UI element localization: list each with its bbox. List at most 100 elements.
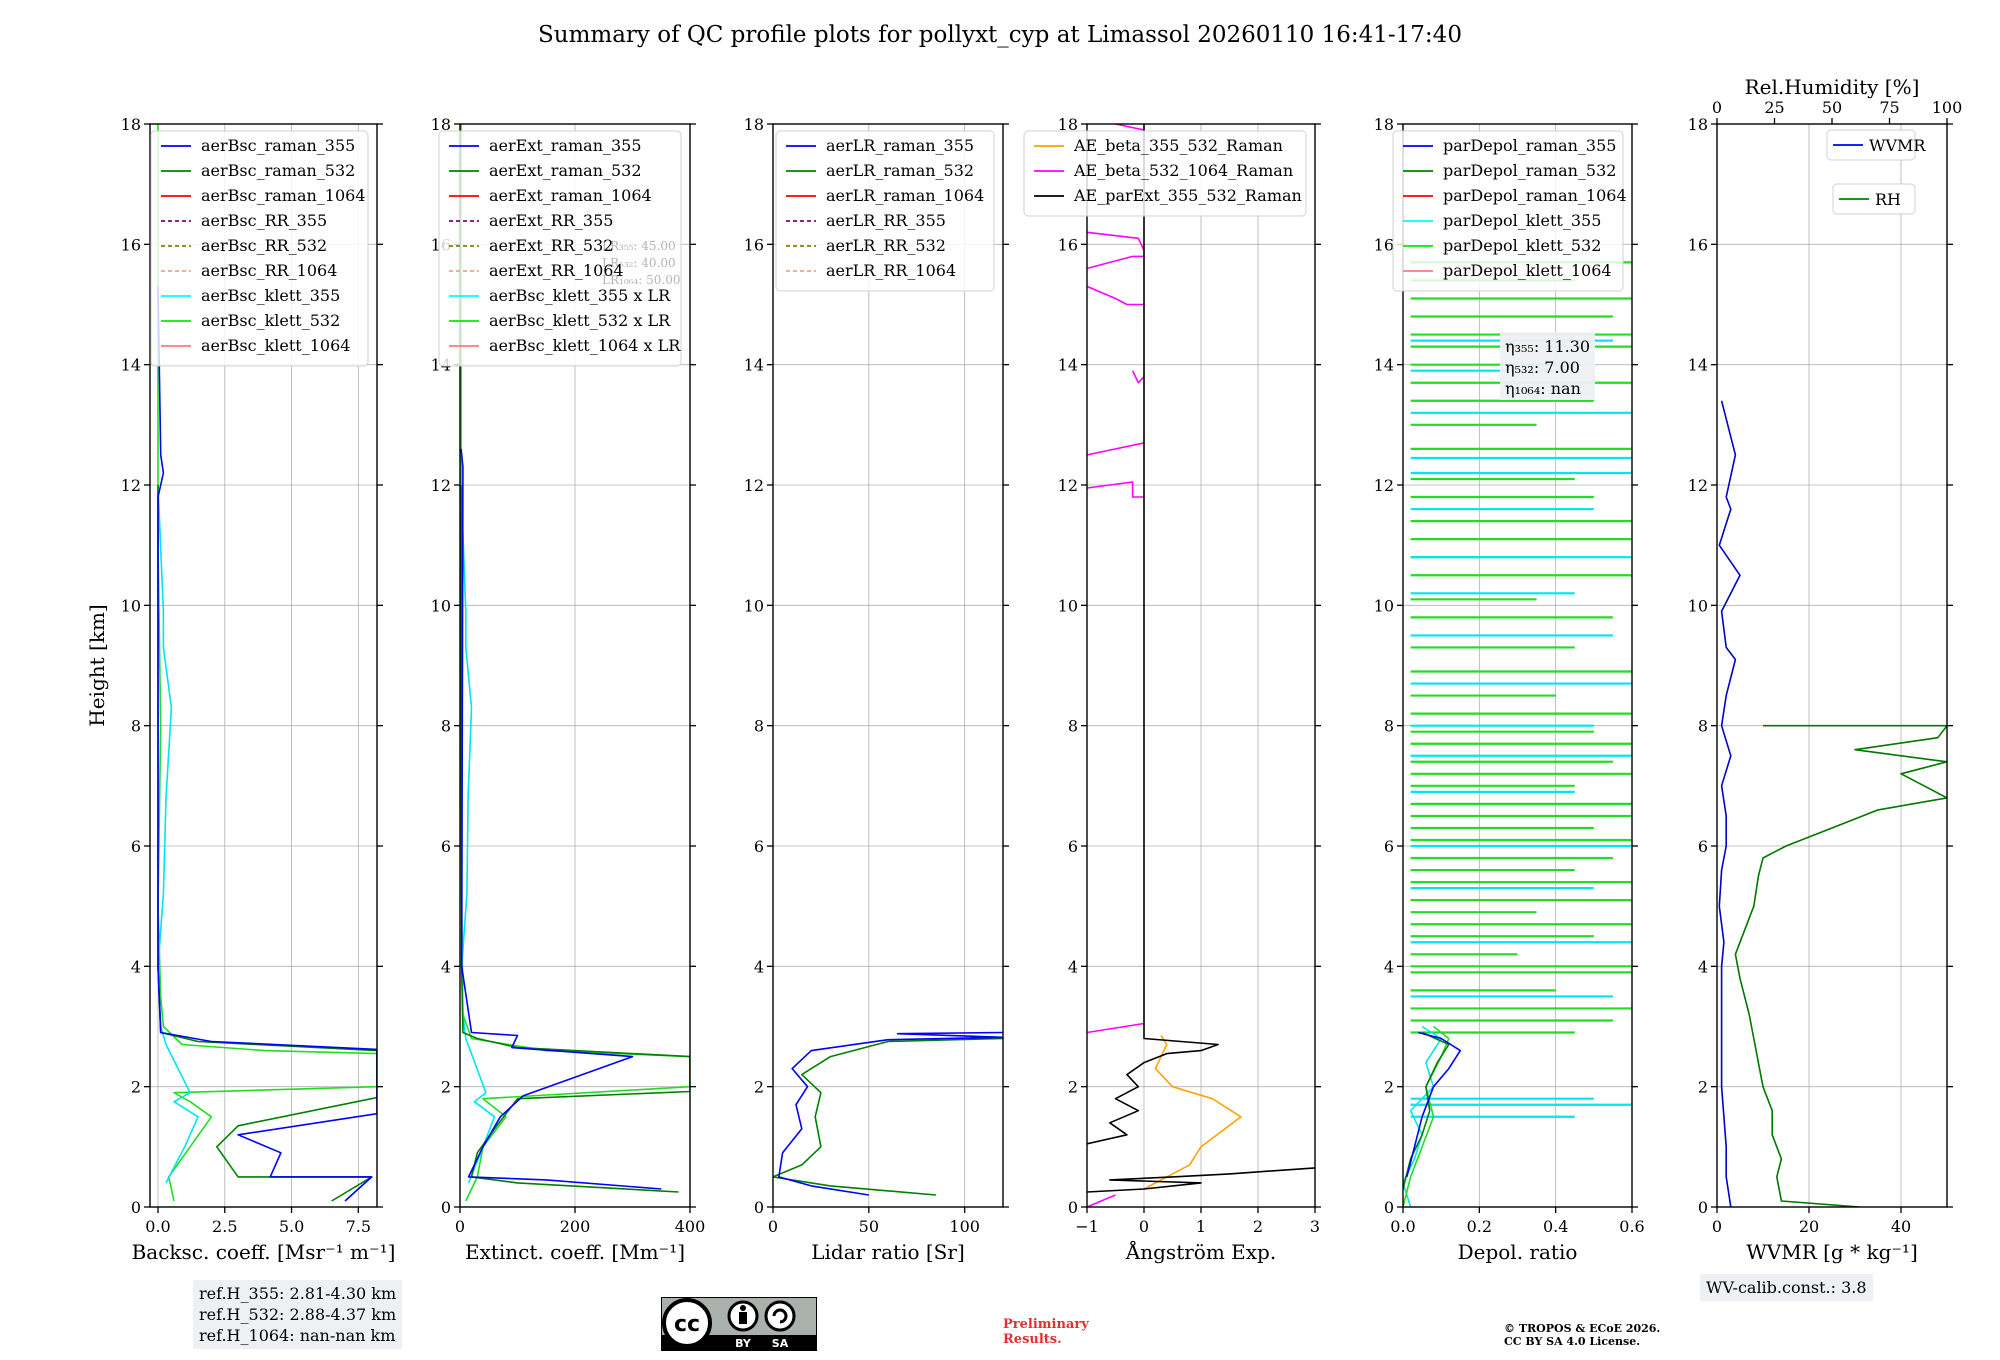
panel-backscatter: 0 2 4 6 8 10 12 14 16 18 0.0 2.5 5.0 7.5 Backsc. coeff…: [85, 115, 395, 1264]
ytick-label: 14: [1058, 356, 1078, 375]
ytick-label: 16: [1374, 235, 1394, 254]
ytick-label: 2: [754, 1078, 764, 1097]
ytick-label: 16: [744, 235, 764, 254]
legend-entry: aerLR_RR_1064: [826, 261, 956, 280]
ytick-label: 2: [131, 1078, 141, 1097]
x-axis-label: WVMR [g * kg⁻¹]: [1746, 1240, 1918, 1264]
xtick-label: 5.0: [279, 1217, 304, 1236]
xtick-label: 0: [1139, 1217, 1149, 1236]
ytick-label: 8: [441, 717, 451, 736]
ytick-label: 4: [131, 957, 141, 976]
legend-entry: aerLR_raman_355: [826, 136, 974, 155]
series-AE_beta_532_1064_Raman: [1131, 370, 1145, 384]
series-AE_beta_532_1064_Raman: [1087, 1022, 1145, 1034]
series-RH: [1734, 724, 1947, 1207]
ytick-label: 0: [1068, 1198, 1078, 1217]
xtick-label: −1: [1075, 1217, 1099, 1236]
ytick-label: 0: [1698, 1198, 1708, 1217]
axes-frame: [772, 123, 1004, 1208]
legend-entry: aerBsc_RR_1064: [201, 261, 337, 280]
ytick-label: 8: [131, 717, 141, 736]
xtick-label: 0.0: [1390, 1217, 1415, 1236]
top-xtick-label: 25: [1764, 98, 1784, 117]
ytick-label: 14: [121, 356, 141, 375]
xtick-label: 0: [455, 1217, 465, 1236]
lr-constant: LR₃₅₅: 45.00: [602, 239, 676, 253]
series-AE_beta_355_532_Raman: [1143, 1035, 1242, 1190]
ytick-label: 2: [1068, 1078, 1078, 1097]
eta-constant: η₃₅₅: 11.30: [1505, 337, 1590, 356]
series-AE_parExt_355_532_Raman: [1087, 1167, 1315, 1193]
series-parDepol_raman_355: [1406, 1031, 1462, 1178]
xtick-label: 20: [1799, 1217, 1819, 1236]
ytick-label: 18: [1058, 115, 1078, 134]
eta-constant: η₁₀₆₄: nan: [1505, 379, 1581, 398]
ytick-label: 12: [121, 476, 141, 495]
legend: aerBsc_raman_355 aerBsc_raman_532 aerBsc_r…: [150, 130, 369, 367]
series-WVMR: [1718, 400, 1741, 1207]
axes-frame: [1402, 123, 1633, 1208]
legend-entry: aerBsc_klett_532: [201, 311, 340, 330]
ytick-label: 12: [431, 476, 451, 495]
ytick-label: 4: [1068, 957, 1078, 976]
series-AE_beta_532_1064_Raman: [1087, 285, 1144, 306]
legend-entry: aerBsc_raman_355: [201, 136, 355, 155]
series-aerBsc_klett_355: [157, 484, 199, 1184]
series-AE_parExt_355_532_Raman: [1087, 124, 1219, 1145]
top-axis-label: Rel.Humidity [%]: [1745, 75, 1920, 99]
legend-entry: aerBsc_klett_1064 x LR: [489, 336, 681, 355]
legend-WVMR: WVMR: [1826, 129, 1926, 161]
plot-area: [1087, 124, 1315, 1207]
legend-entry: aerLR_RR_532: [826, 236, 946, 255]
legend-box: [1023, 130, 1307, 217]
legend-entry: aerBsc_RR_532: [201, 236, 327, 255]
legend-RH: RH: [1832, 183, 1916, 215]
ytick-label: 8: [1384, 717, 1394, 736]
ref-height-355: ref.H_355: 2.81-4.30 km: [199, 1284, 397, 1303]
legend-entry: aerBsc_klett_355 x LR: [489, 286, 671, 305]
cc-text: cc: [674, 1312, 700, 1337]
xtick-label: 40: [1891, 1217, 1911, 1236]
legend-entry: parDepol_raman_1064: [1443, 186, 1627, 205]
ytick-label: 10: [431, 596, 451, 615]
preliminary-line-2: Results.: [1003, 1332, 1062, 1347]
ytick-label: 4: [754, 957, 764, 976]
ytick-label: 6: [1068, 837, 1078, 856]
xtick-label: 2.5: [212, 1217, 237, 1236]
ytick-label: 6: [754, 837, 764, 856]
series-AE_beta_532_1064_Raman: [1087, 442, 1145, 456]
series-aerBsc_raman_355: [157, 286, 377, 1202]
plot-area: [460, 124, 690, 1202]
ytick-label: 2: [1698, 1078, 1708, 1097]
legend-entry: parDepol_klett_1064: [1443, 261, 1612, 280]
wv-calibration-box: WV-calib.const.: 3.8: [1700, 1274, 1873, 1301]
lr-constant: LR₁₀₆₄: 50.00: [602, 273, 680, 287]
figure-title: Summary of QC profile plots for pollyxt_…: [538, 22, 1462, 48]
legend-entry: aerExt_raman_355: [489, 136, 642, 155]
series-parDepol_klett_532: [1403, 1025, 1450, 1207]
legend-entry: AE_beta_355_532_Raman: [1073, 136, 1283, 155]
series-AE_beta_532_1064_Raman: [1087, 231, 1145, 251]
series-aerLR_raman_532: [773, 1037, 1003, 1196]
legend-entry: aerLR_raman_1064: [826, 186, 984, 205]
ytick-label: 6: [441, 837, 451, 856]
ytick-label: 6: [1384, 837, 1394, 856]
ytick-label: 12: [1688, 476, 1708, 495]
legend: aerLR_raman_355 aerLR_raman_532 aerLR_rama…: [775, 130, 995, 292]
ytick-label: 4: [1698, 957, 1708, 976]
legend-entry: aerBsc_klett_1064: [201, 336, 350, 355]
ytick-label: 12: [1374, 476, 1394, 495]
legend-entry: WVMR: [1869, 136, 1926, 155]
series-aerBsc_raman_532: [157, 485, 377, 1202]
xtick-label: 2: [1253, 1217, 1263, 1236]
series-AE_beta_532_1064_Raman: [1087, 255, 1144, 270]
ytick-label: 6: [1698, 837, 1708, 856]
top-xtick-label: 75: [1879, 98, 1899, 117]
xtick-label: 0.0: [145, 1217, 170, 1236]
ytick-label: 8: [1068, 717, 1078, 736]
ytick-label: 0: [754, 1198, 764, 1217]
ytick-label: 6: [131, 837, 141, 856]
axes-frame: [459, 123, 691, 1208]
reference-height-box: ref.H_355: 2.81-4.30 km ref.H_532: 2.88-…: [193, 1280, 403, 1349]
